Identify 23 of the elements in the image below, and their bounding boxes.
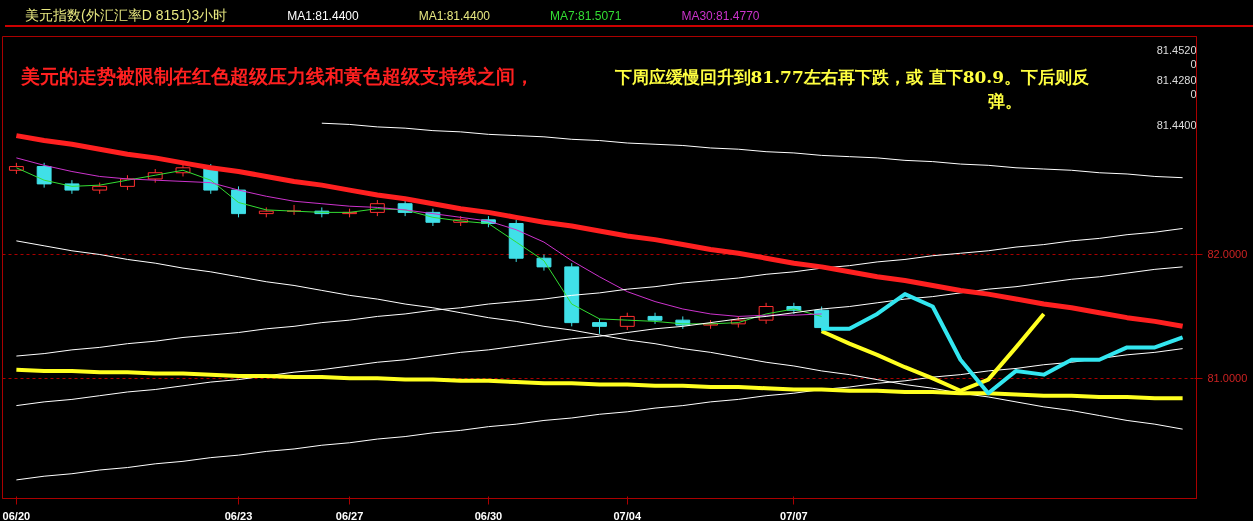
- x-tick-label: 07/07: [780, 509, 808, 521]
- annotation: 81.42800: [1156, 74, 1197, 101]
- text: MA1:81.4400: [418, 9, 491, 23]
- y-tick-label: 81.0000: [1207, 372, 1248, 385]
- x-tick-label: 06/23: [224, 509, 253, 521]
- candlestick: [36, 162, 52, 189]
- x-tick-label: 07/04: [613, 509, 642, 521]
- candlestick: [231, 185, 246, 218]
- candlestick: [647, 312, 663, 325]
- text: MA7:81.5071: [550, 9, 622, 23]
- x-tick-label: 06/27: [335, 509, 364, 521]
- chart-title: 美元指数(外汇汇率D 8151)3小时: [25, 7, 228, 23]
- line-series: [819, 292, 1185, 396]
- annotation: 81.4400: [1156, 118, 1197, 131]
- annotation: 81.45200: [1156, 44, 1197, 71]
- x-tick-label: 06/20: [2, 509, 31, 521]
- annotation: 美元的走势被限制在红色超级压力线和黄色超级支持线之间，: [19, 64, 534, 87]
- annotation: 下周应缓慢回升到81.77左右再下跌，或 直下80.9。下后则反弹。: [613, 66, 1090, 111]
- y-tick-label: 82.0000: [1207, 248, 1248, 261]
- text: MA30:81.4770: [681, 9, 760, 23]
- candlestick: [286, 204, 302, 216]
- x-tick-label: 06/30: [474, 509, 503, 521]
- text: MA1:81.4400: [287, 9, 359, 23]
